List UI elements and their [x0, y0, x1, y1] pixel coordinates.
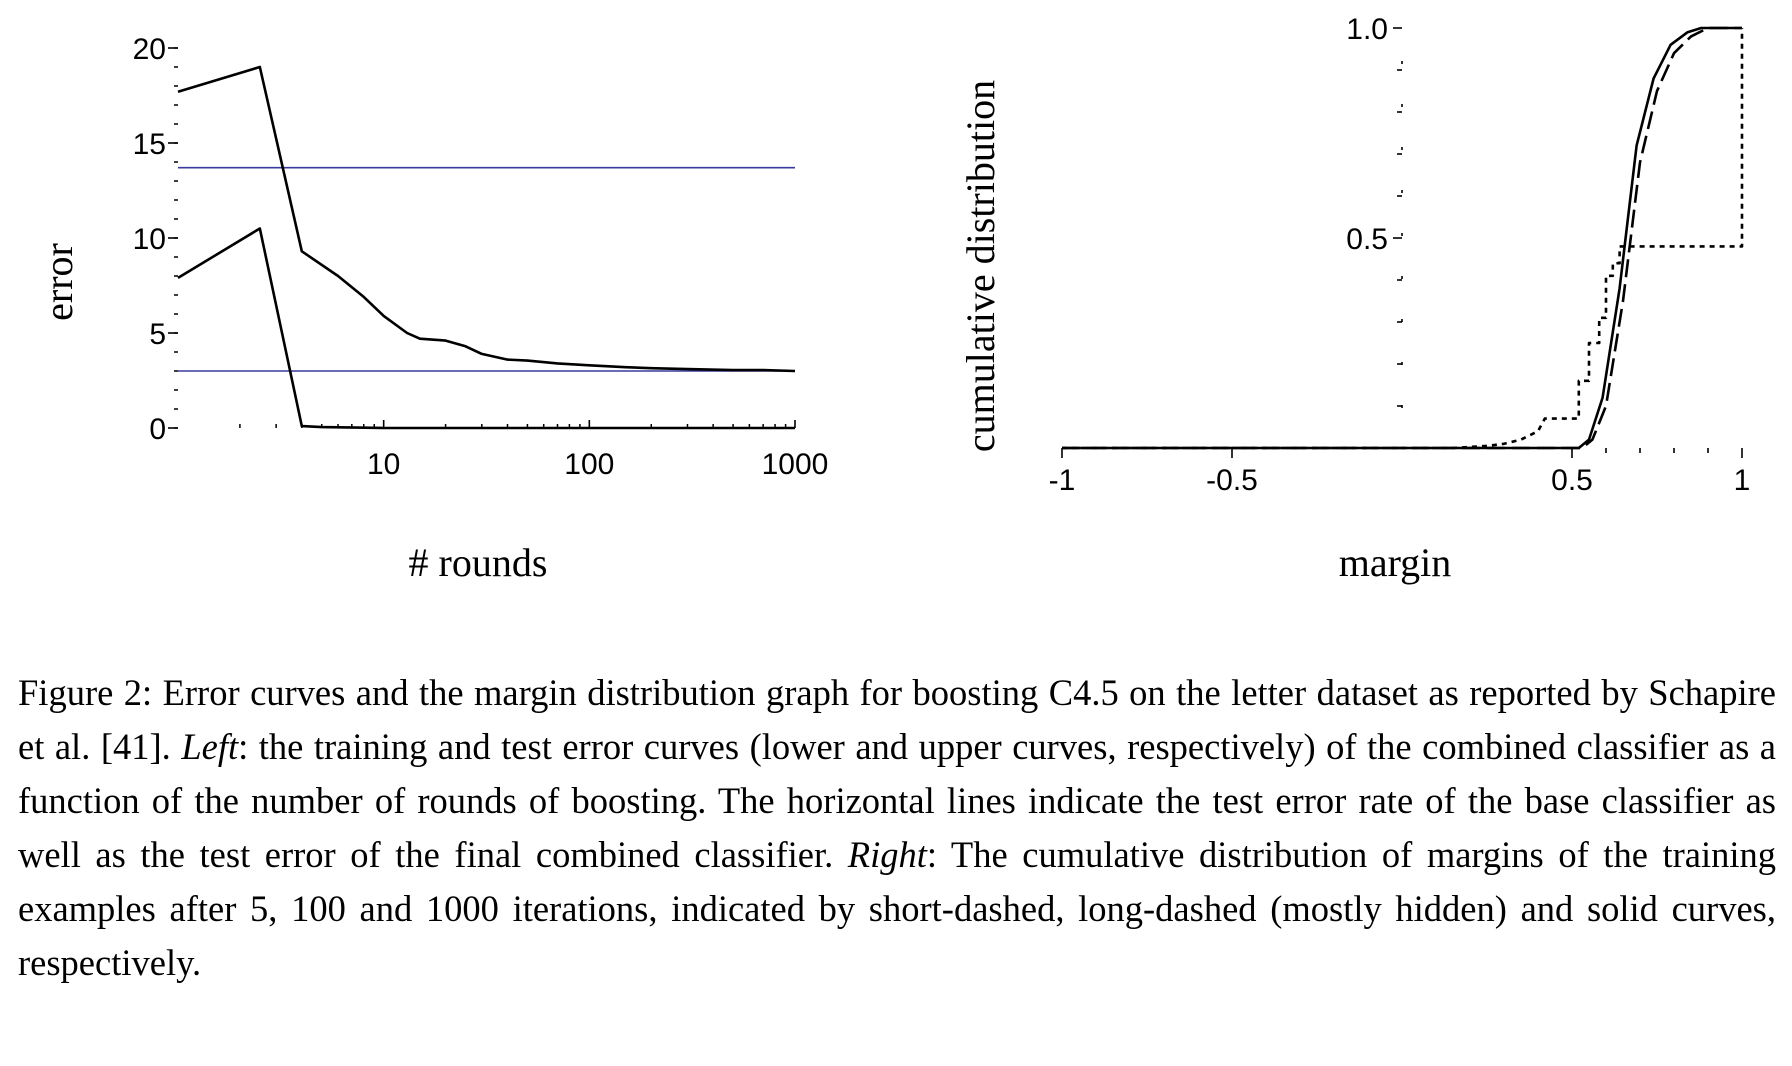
figure-2: 10 100 1000 0 5 10 15 20 # rounds error -1 -0.5…: [36, 13, 1750, 585]
left-x-tick-label: 10: [367, 448, 400, 481]
left-series: [177, 65, 796, 430]
left-y-ticks: 0 5 10 15 20: [133, 33, 178, 446]
right-axes: [1397, 28, 1709, 453]
right-y-axis-title: cumulative distribution: [958, 80, 1003, 452]
left-x-ticks: 10 100 1000: [367, 420, 828, 481]
right-y-tick-label: 1.0: [1346, 13, 1388, 46]
right-x-tick-label: -1: [1049, 464, 1076, 497]
figure-caption: Figure 2: Error curves and the margin di…: [18, 666, 1776, 990]
left-x-tick-label: 100: [564, 448, 614, 481]
margin-curve-short-dashed: [1062, 28, 1744, 450]
caption-right-label: Right: [847, 834, 927, 875]
left-reference-lines: [178, 166, 795, 372]
left-y-axis-title: error: [36, 243, 81, 321]
right-x-tick-label: -0.5: [1206, 464, 1258, 497]
right-x-tick-label: 1: [1734, 464, 1751, 497]
right-x-tick-label: 0.5: [1551, 464, 1593, 497]
error-curve-0: [177, 65, 796, 373]
caption-left-text: : the training and test error curves (lo…: [18, 726, 1776, 875]
caption-lead: Figure 2: Error curves and the margin di…: [18, 672, 1776, 767]
right-x-axis-title: margin: [1339, 540, 1452, 585]
right-series: [1062, 26, 1744, 450]
left-x-axis-title: # rounds: [409, 540, 548, 585]
margin-distribution-chart: -1 -0.5 0.5 1 0.5 1.0 margin cumulative dist…: [958, 13, 1750, 585]
left-x-tick-label: 1000: [762, 448, 829, 481]
caption-left-label: Left: [181, 726, 239, 767]
right-x-ticks: -1 -0.5 0.5 1: [1049, 448, 1751, 497]
left-y-tick-label: 5: [149, 318, 166, 351]
margin-curve-solid: [1062, 26, 1742, 450]
error-curve-1: [177, 227, 795, 430]
right-y-tick-label: 0.5: [1346, 223, 1388, 256]
left-y-tick-label: 15: [133, 128, 166, 161]
margin-curve-long-dashed: [1062, 26, 1742, 450]
right-y-ticks: 0.5 1.0: [1346, 13, 1402, 256]
left-y-tick-label: 0: [149, 413, 166, 446]
error-curves-chart: 10 100 1000 0 5 10 15 20 # rounds error: [36, 33, 828, 585]
left-y-tick-label: 20: [133, 33, 166, 66]
left-y-tick-label: 10: [133, 223, 166, 256]
caption-right-text: : The cumulative distribution of margins…: [18, 834, 1776, 983]
